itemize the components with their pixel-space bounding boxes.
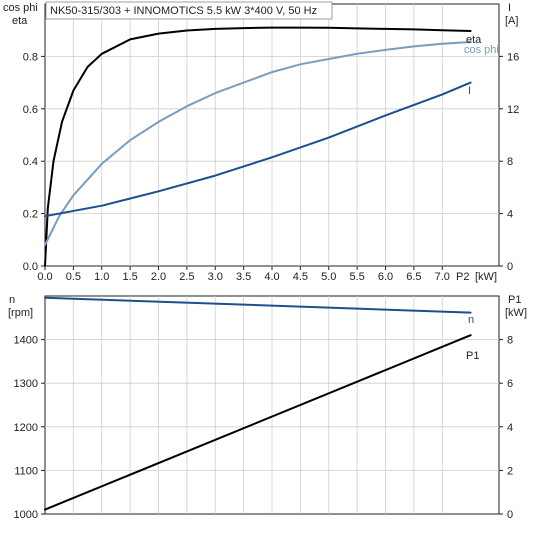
- left-tick-label: 0.8: [23, 51, 38, 63]
- x-tick-label: 3.0: [208, 271, 223, 283]
- left-axis-label-line2: eta: [12, 15, 28, 27]
- right-tick-label: 2: [507, 465, 513, 477]
- right-axis-label-line2: [A]: [505, 15, 518, 27]
- series-line-p1: [44, 334, 472, 511]
- left-tick-label: 0.4: [23, 156, 38, 168]
- x-tick-label: 4.0: [264, 271, 279, 283]
- x-tick-label: 3.5: [236, 271, 251, 283]
- x-tick-label: 5.5: [349, 271, 364, 283]
- left-tick-label: 1000: [14, 509, 38, 521]
- series-label-current: I: [468, 85, 471, 97]
- right-axis-label-line1: I: [508, 2, 511, 14]
- left-tick-label: 1200: [14, 422, 38, 434]
- left-tick-label: 1400: [14, 335, 38, 347]
- bottom-right-axis-label-line2: [kW]: [505, 307, 527, 319]
- title-box: [45, 1, 333, 20]
- top-panel: 0.0 0.5 1.0 1.5 2.0 2.5 3.0 3.5 4.0 4.5 5.0 5.5 6.0 6…: [3, 1, 519, 283]
- x-tick-label: 7.0: [435, 271, 450, 283]
- series-label-eta: eta: [466, 34, 482, 46]
- series-label-p1: P1: [466, 350, 479, 362]
- bottom-left-ticks: 1000 1100 1200 1300 1400: [14, 335, 45, 521]
- x-tick-label: 2.5: [179, 271, 194, 283]
- x-tick-label: 5.0: [321, 271, 336, 283]
- right-tick-label: 12: [507, 104, 519, 116]
- x-tick-label: 0.0: [37, 271, 52, 283]
- bottom-series: [44, 296, 472, 511]
- left-tick-label: 0.0: [23, 261, 38, 273]
- top-left-ticks: 0.0 0.2 0.4 0.6 0.8: [23, 51, 45, 273]
- series-label-cos-phi: cos phi: [464, 44, 499, 56]
- bottom-panel: 1000 1100 1200 1300 1400 0 2 4 6 8 n [rpm] P1 [k…: [8, 294, 527, 521]
- x-tick-label: 1.5: [122, 271, 137, 283]
- right-tick-label: 4: [507, 422, 513, 434]
- top-right-ticks: 0 4 8 12 16: [499, 51, 519, 273]
- right-tick-label: 8: [507, 156, 513, 168]
- right-tick-label: 8: [507, 335, 513, 347]
- top-series: [44, 26, 472, 267]
- left-tick-label: 1300: [14, 378, 38, 390]
- series-line-n: [44, 296, 472, 314]
- x-axis-label-p2: P2: [456, 271, 469, 283]
- bottom-right-ticks: 0 2 4 6 8: [499, 335, 513, 521]
- series-label-speed: n: [468, 314, 474, 326]
- bottom-left-axis-label-line2: [rpm]: [8, 307, 33, 319]
- x-tick-label: 4.5: [293, 271, 308, 283]
- left-tick-label: 0.2: [23, 209, 38, 221]
- x-tick-label: 1.0: [94, 271, 109, 283]
- bottom-right-axis-label-line1: P1: [508, 294, 521, 306]
- bottom-grid: [45, 296, 499, 514]
- right-tick-label: 0: [507, 509, 513, 521]
- top-grid: [45, 4, 499, 266]
- x-tick-label: 6.0: [378, 271, 393, 283]
- series-line-cos-phi: [44, 41, 472, 246]
- right-tick-label: 16: [507, 51, 519, 63]
- x-axis-label-unit: [kW]: [475, 271, 497, 283]
- x-tick-label: 6.5: [406, 271, 421, 283]
- x-tick-label: 0.5: [66, 271, 81, 283]
- chart-title: NK50-315/303 + INNOMOTICS 5.5 kW 3*400 V…: [50, 5, 317, 17]
- right-tick-label: 6: [507, 378, 513, 390]
- right-tick-label: 0: [507, 261, 513, 273]
- top-x-ticks: 0.0 0.5 1.0 1.5 2.0 2.5 3.0 3.5 4.0 4.5 5.0 5.5 6.0 6…: [37, 266, 450, 283]
- x-tick-label: 2.0: [151, 271, 166, 283]
- bottom-left-axis-label-line1: n: [9, 294, 15, 306]
- left-axis-label-line1: cos phi: [3, 2, 38, 14]
- left-tick-label: 1100: [14, 465, 38, 477]
- series-line-i: [44, 81, 472, 218]
- series-line-eta: [44, 26, 472, 267]
- right-tick-label: 4: [507, 209, 513, 221]
- left-tick-label: 0.6: [23, 104, 38, 116]
